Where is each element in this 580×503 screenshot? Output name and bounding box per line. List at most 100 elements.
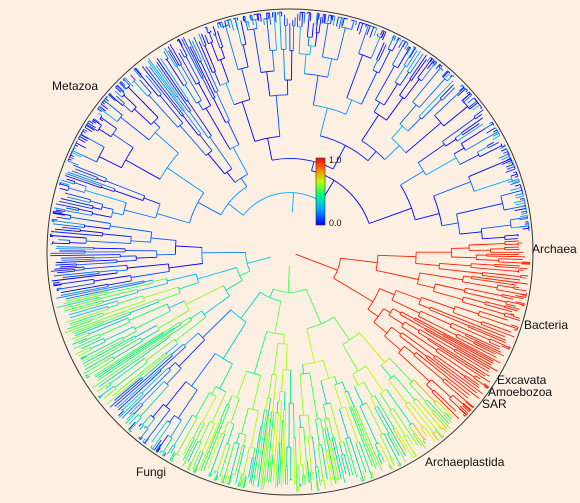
- tree-branch: [209, 136, 233, 169]
- tree-branch: [277, 442, 281, 487]
- tree-branch: [373, 102, 381, 113]
- tree-branch: [521, 210, 527, 213]
- tree-branch: [453, 147, 465, 155]
- tree-branch: [461, 301, 505, 315]
- tree-branch: [211, 391, 227, 423]
- tree-branch: [493, 129, 497, 133]
- tree-branch: [426, 384, 434, 392]
- tree-branch: [482, 272, 521, 278]
- tree-branch: [198, 33, 205, 47]
- tree-branch: [513, 200, 525, 204]
- tree-branch: [473, 377, 489, 389]
- tree-branch: [394, 427, 414, 459]
- tree-branch: [107, 280, 132, 286]
- tree-arc: [433, 195, 443, 226]
- tree-arc: [215, 353, 233, 365]
- tree-arc: [236, 267, 243, 281]
- outer-ring: [46, 8, 534, 496]
- tree-branch: [445, 138, 457, 147]
- tree-branch: [404, 345, 415, 355]
- tree-branch: [436, 66, 443, 74]
- tree-branch: [140, 436, 143, 441]
- tree-branch: [376, 42, 385, 60]
- tree-arc: [361, 140, 386, 160]
- tree-branch: [374, 444, 380, 455]
- tree-branch: [268, 374, 273, 399]
- tree-branch: [510, 173, 518, 177]
- tree-branch: [505, 303, 516, 307]
- tree-branch: [498, 258, 523, 260]
- tree-branch: [64, 298, 159, 334]
- tree-branch: [435, 351, 475, 378]
- tree-branch: [225, 83, 235, 105]
- label-excavata: Excavata: [497, 373, 547, 387]
- tree-branch: [92, 335, 169, 389]
- tree-branch: [391, 125, 403, 139]
- tree-branch: [160, 57, 189, 101]
- tree-branch: [393, 36, 397, 41]
- tree-branch: [343, 454, 351, 477]
- tree-arc: [159, 152, 179, 180]
- tree-branch: [500, 189, 523, 197]
- tree-branch: [269, 288, 274, 298]
- tree-branch: [468, 100, 477, 108]
- tree-branch: [465, 287, 503, 297]
- tree-arc: [438, 263, 440, 269]
- tree-arc: [317, 444, 322, 446]
- tree-branch: [220, 47, 226, 59]
- tree-branch: [187, 100, 212, 137]
- tree-branch: [509, 187, 522, 192]
- tree-branch: [212, 26, 217, 35]
- tree-branch: [418, 80, 454, 117]
- tree-arc: [247, 28, 258, 31]
- tree-branch: [345, 99, 353, 115]
- tree-branch: [298, 26, 301, 54]
- tree-arc: [315, 418, 321, 420]
- tree-arc: [308, 436, 313, 438]
- tree-arc: [185, 381, 198, 391]
- tree-branch: [118, 393, 144, 418]
- tree-branch: [409, 54, 427, 80]
- tree-branch: [84, 337, 141, 371]
- tree-branch: [67, 196, 90, 203]
- tree-branch: [435, 64, 440, 70]
- tree-branch: [432, 432, 439, 441]
- tree-branch: [402, 41, 407, 48]
- tree-branch: [189, 111, 209, 139]
- tree-arc: [266, 330, 285, 335]
- tree-arc: [121, 409, 124, 412]
- tree-branch: [305, 288, 322, 325]
- tree-arc: [130, 236, 132, 244]
- tree-branch: [480, 107, 483, 110]
- tree-arc: [449, 323, 453, 328]
- tree-branch: [134, 68, 160, 97]
- tree-arc: [122, 202, 127, 215]
- tree-branch: [481, 321, 512, 333]
- tree-branch: [117, 369, 161, 409]
- tree-branch: [379, 442, 393, 470]
- tree-branch: [96, 178, 106, 183]
- tree-branch: [373, 28, 378, 37]
- tree-branch: [424, 438, 427, 441]
- tree-branch: [78, 339, 87, 345]
- tree-arc: [100, 204, 104, 210]
- tree-branch: [513, 316, 520, 319]
- tree-branch: [413, 319, 444, 336]
- tree-branch: [240, 20, 247, 45]
- tree-arc: [138, 438, 141, 441]
- tree-arc: [510, 158, 513, 161]
- tree-branch: [332, 145, 346, 170]
- tree-arc: [308, 45, 316, 47]
- tree-branch: [142, 414, 152, 425]
- tree-branch: [165, 343, 179, 354]
- tree-branch: [252, 447, 256, 458]
- tree-branch: [504, 315, 521, 322]
- tree-branch: [158, 292, 181, 302]
- colorbar-min-label: 0.0: [329, 218, 342, 228]
- tree-branch: [318, 16, 322, 34]
- tree-branch: [312, 471, 314, 480]
- tree-branch: [116, 95, 125, 104]
- tree-arc: [480, 321, 483, 325]
- tree-branch: [307, 37, 310, 46]
- tree-arc: [503, 312, 506, 317]
